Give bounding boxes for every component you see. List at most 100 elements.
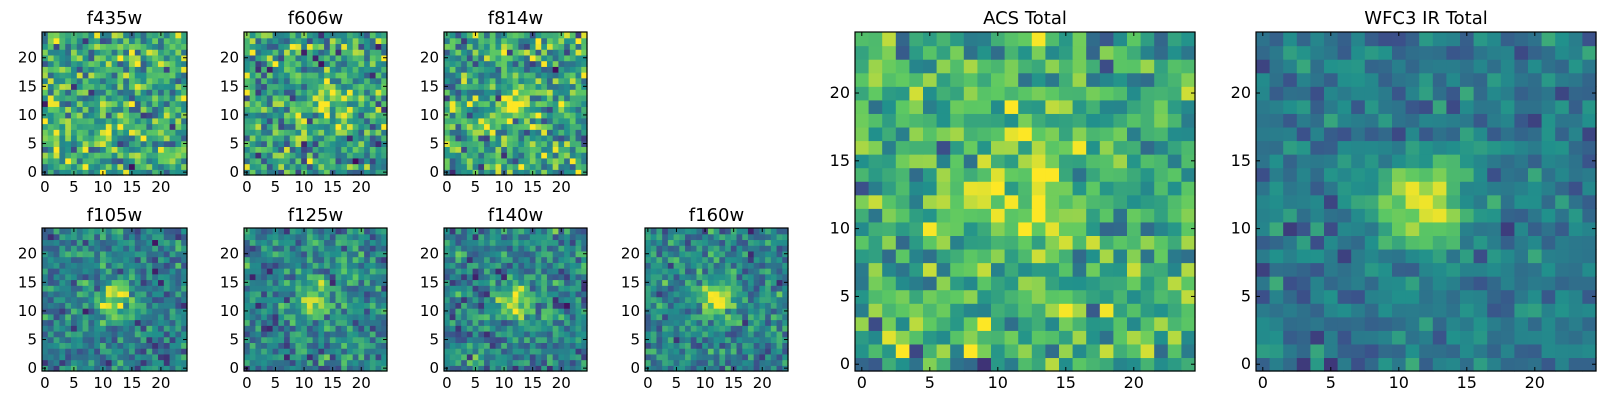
heatmap-cell xyxy=(175,353,182,361)
heatmap-cell xyxy=(358,66,365,73)
heatmap-cell xyxy=(1018,289,1033,304)
heatmap-cell xyxy=(1072,276,1087,291)
heatmap-cell xyxy=(765,348,772,355)
heatmap-cell xyxy=(329,83,337,90)
heatmap-cell xyxy=(449,43,457,50)
heatmap-cell xyxy=(489,123,497,130)
heatmap-cell xyxy=(535,365,542,372)
heatmap-cell xyxy=(324,140,331,147)
heatmap-cell xyxy=(76,140,84,147)
heatmap-cell xyxy=(152,330,159,338)
heatmap-cell xyxy=(1059,194,1074,209)
heatmap-cell xyxy=(713,228,720,235)
heatmap-cell xyxy=(713,348,720,355)
heatmap-cell xyxy=(909,154,924,169)
panel-title: f814w xyxy=(488,8,543,29)
heatmap-cell xyxy=(449,94,457,102)
heatmap-cell xyxy=(466,146,474,153)
heatmap-cell xyxy=(564,169,571,176)
heatmap-cell xyxy=(266,43,274,50)
heatmap-cell xyxy=(770,228,778,235)
heatmap-cell xyxy=(53,43,60,50)
heatmap-cell xyxy=(524,228,531,235)
heatmap-cell xyxy=(181,37,188,45)
heatmap-cell xyxy=(1072,316,1087,331)
heatmap-cell xyxy=(358,273,365,281)
heatmap-cell xyxy=(289,279,297,286)
heatmap-cell xyxy=(1072,235,1087,250)
heatmap-cell xyxy=(129,66,136,73)
heatmap-cell xyxy=(76,336,84,343)
heatmap-cell xyxy=(249,353,257,361)
heatmap-cell xyxy=(158,319,165,326)
heatmap-cell xyxy=(524,117,531,125)
heatmap-cell xyxy=(134,157,142,165)
heatmap-cell xyxy=(564,100,571,107)
heatmap-cell xyxy=(656,319,663,326)
heatmap-cell xyxy=(352,66,359,73)
heatmap-cell xyxy=(667,273,675,281)
heatmap-cell xyxy=(369,250,377,258)
heatmap-cell xyxy=(272,285,279,292)
heatmap-cell xyxy=(702,308,709,315)
heatmap-cell xyxy=(134,336,142,343)
heatmap-cell xyxy=(1127,221,1142,236)
heatmap-cell xyxy=(152,348,159,355)
heatmap-cell xyxy=(558,72,565,79)
heatmap-cell xyxy=(719,256,726,263)
heatmap-cell xyxy=(558,129,565,136)
heatmap-cell xyxy=(776,319,783,326)
heatmap-cell xyxy=(329,256,337,263)
heatmap-cell xyxy=(295,37,302,45)
heatmap-cell xyxy=(558,112,565,119)
heatmap-cell xyxy=(129,308,136,315)
heatmap-cell xyxy=(369,325,377,332)
heatmap-cell xyxy=(1181,289,1196,304)
heatmap-cell xyxy=(76,123,84,130)
heatmap-cell xyxy=(489,256,497,263)
heatmap-cell xyxy=(289,256,297,263)
heatmap-cell xyxy=(272,290,279,298)
heatmap-cell xyxy=(472,239,479,246)
heatmap-cell xyxy=(278,342,285,349)
heatmap-cell xyxy=(358,325,365,332)
heatmap-cell xyxy=(152,169,159,176)
heatmap-cell xyxy=(42,245,49,252)
heatmap-cell xyxy=(713,273,720,281)
heatmap-cell xyxy=(546,279,554,286)
heatmap-cell xyxy=(375,353,382,361)
heatmap-cell xyxy=(134,129,142,136)
heatmap-cell xyxy=(581,330,588,338)
heatmap-cell xyxy=(667,359,675,366)
heatmap-cell xyxy=(524,239,531,246)
heatmap-cell xyxy=(495,279,502,286)
heatmap-cell xyxy=(295,268,302,275)
heatmap-cell xyxy=(506,100,514,107)
heatmap-cell xyxy=(466,169,474,176)
heatmap-cell xyxy=(501,134,508,142)
heatmap-cell xyxy=(725,228,732,235)
y-tick-label: 15 xyxy=(18,77,37,95)
heatmap-cell xyxy=(278,302,285,309)
heatmap-cell xyxy=(581,123,588,130)
heatmap-cell xyxy=(146,348,153,355)
heatmap-cell xyxy=(105,268,113,275)
heatmap-cell xyxy=(369,285,377,292)
heatmap-cell xyxy=(65,66,72,73)
heatmap-cell xyxy=(529,83,537,90)
heatmap-cell xyxy=(261,134,268,142)
heatmap-cell xyxy=(65,336,72,343)
heatmap-cell xyxy=(329,268,337,275)
heatmap-cell xyxy=(261,313,268,321)
heatmap-cell xyxy=(341,32,348,39)
heatmap-cell xyxy=(158,123,165,130)
heatmap-cell xyxy=(295,302,302,309)
heatmap-cell xyxy=(581,285,588,292)
heatmap-cell xyxy=(249,169,257,176)
heatmap-cell xyxy=(261,83,268,90)
heatmap-cell xyxy=(495,77,502,85)
heatmap-cell xyxy=(466,89,474,96)
heatmap-cell xyxy=(765,325,772,332)
heatmap-cell xyxy=(301,123,308,130)
